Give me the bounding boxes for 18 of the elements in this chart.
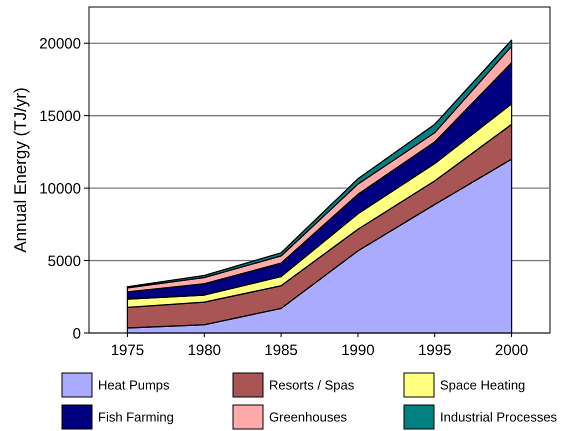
- x-tick-label: 1985: [264, 342, 298, 359]
- legend-label: Greenhouses: [269, 410, 348, 425]
- x-tick-label: 1990: [341, 342, 375, 359]
- y-tick-label: 20000: [39, 35, 81, 52]
- y-axis-title: Annual Energy (TJ/yr): [11, 87, 30, 253]
- legend-label: Resorts / Spas: [269, 378, 355, 393]
- y-tick-label: 10000: [39, 180, 81, 198]
- legend-label: Industrial Processes: [440, 410, 558, 425]
- legend-label: Fish Farming: [98, 410, 174, 425]
- y-tick-label: 15000: [39, 108, 81, 125]
- x-tick-label: 2000: [494, 342, 528, 359]
- y-tick-label: 5000: [48, 252, 81, 270]
- legend-label: Heat Pumps: [98, 378, 170, 393]
- y-tick-label: 0: [72, 325, 81, 342]
- x-tick-label: 1975: [110, 342, 144, 359]
- legend-label: Space Heating: [440, 378, 526, 393]
- x-tick-label: 1995: [418, 342, 452, 359]
- x-tick-label: 1980: [188, 342, 221, 359]
